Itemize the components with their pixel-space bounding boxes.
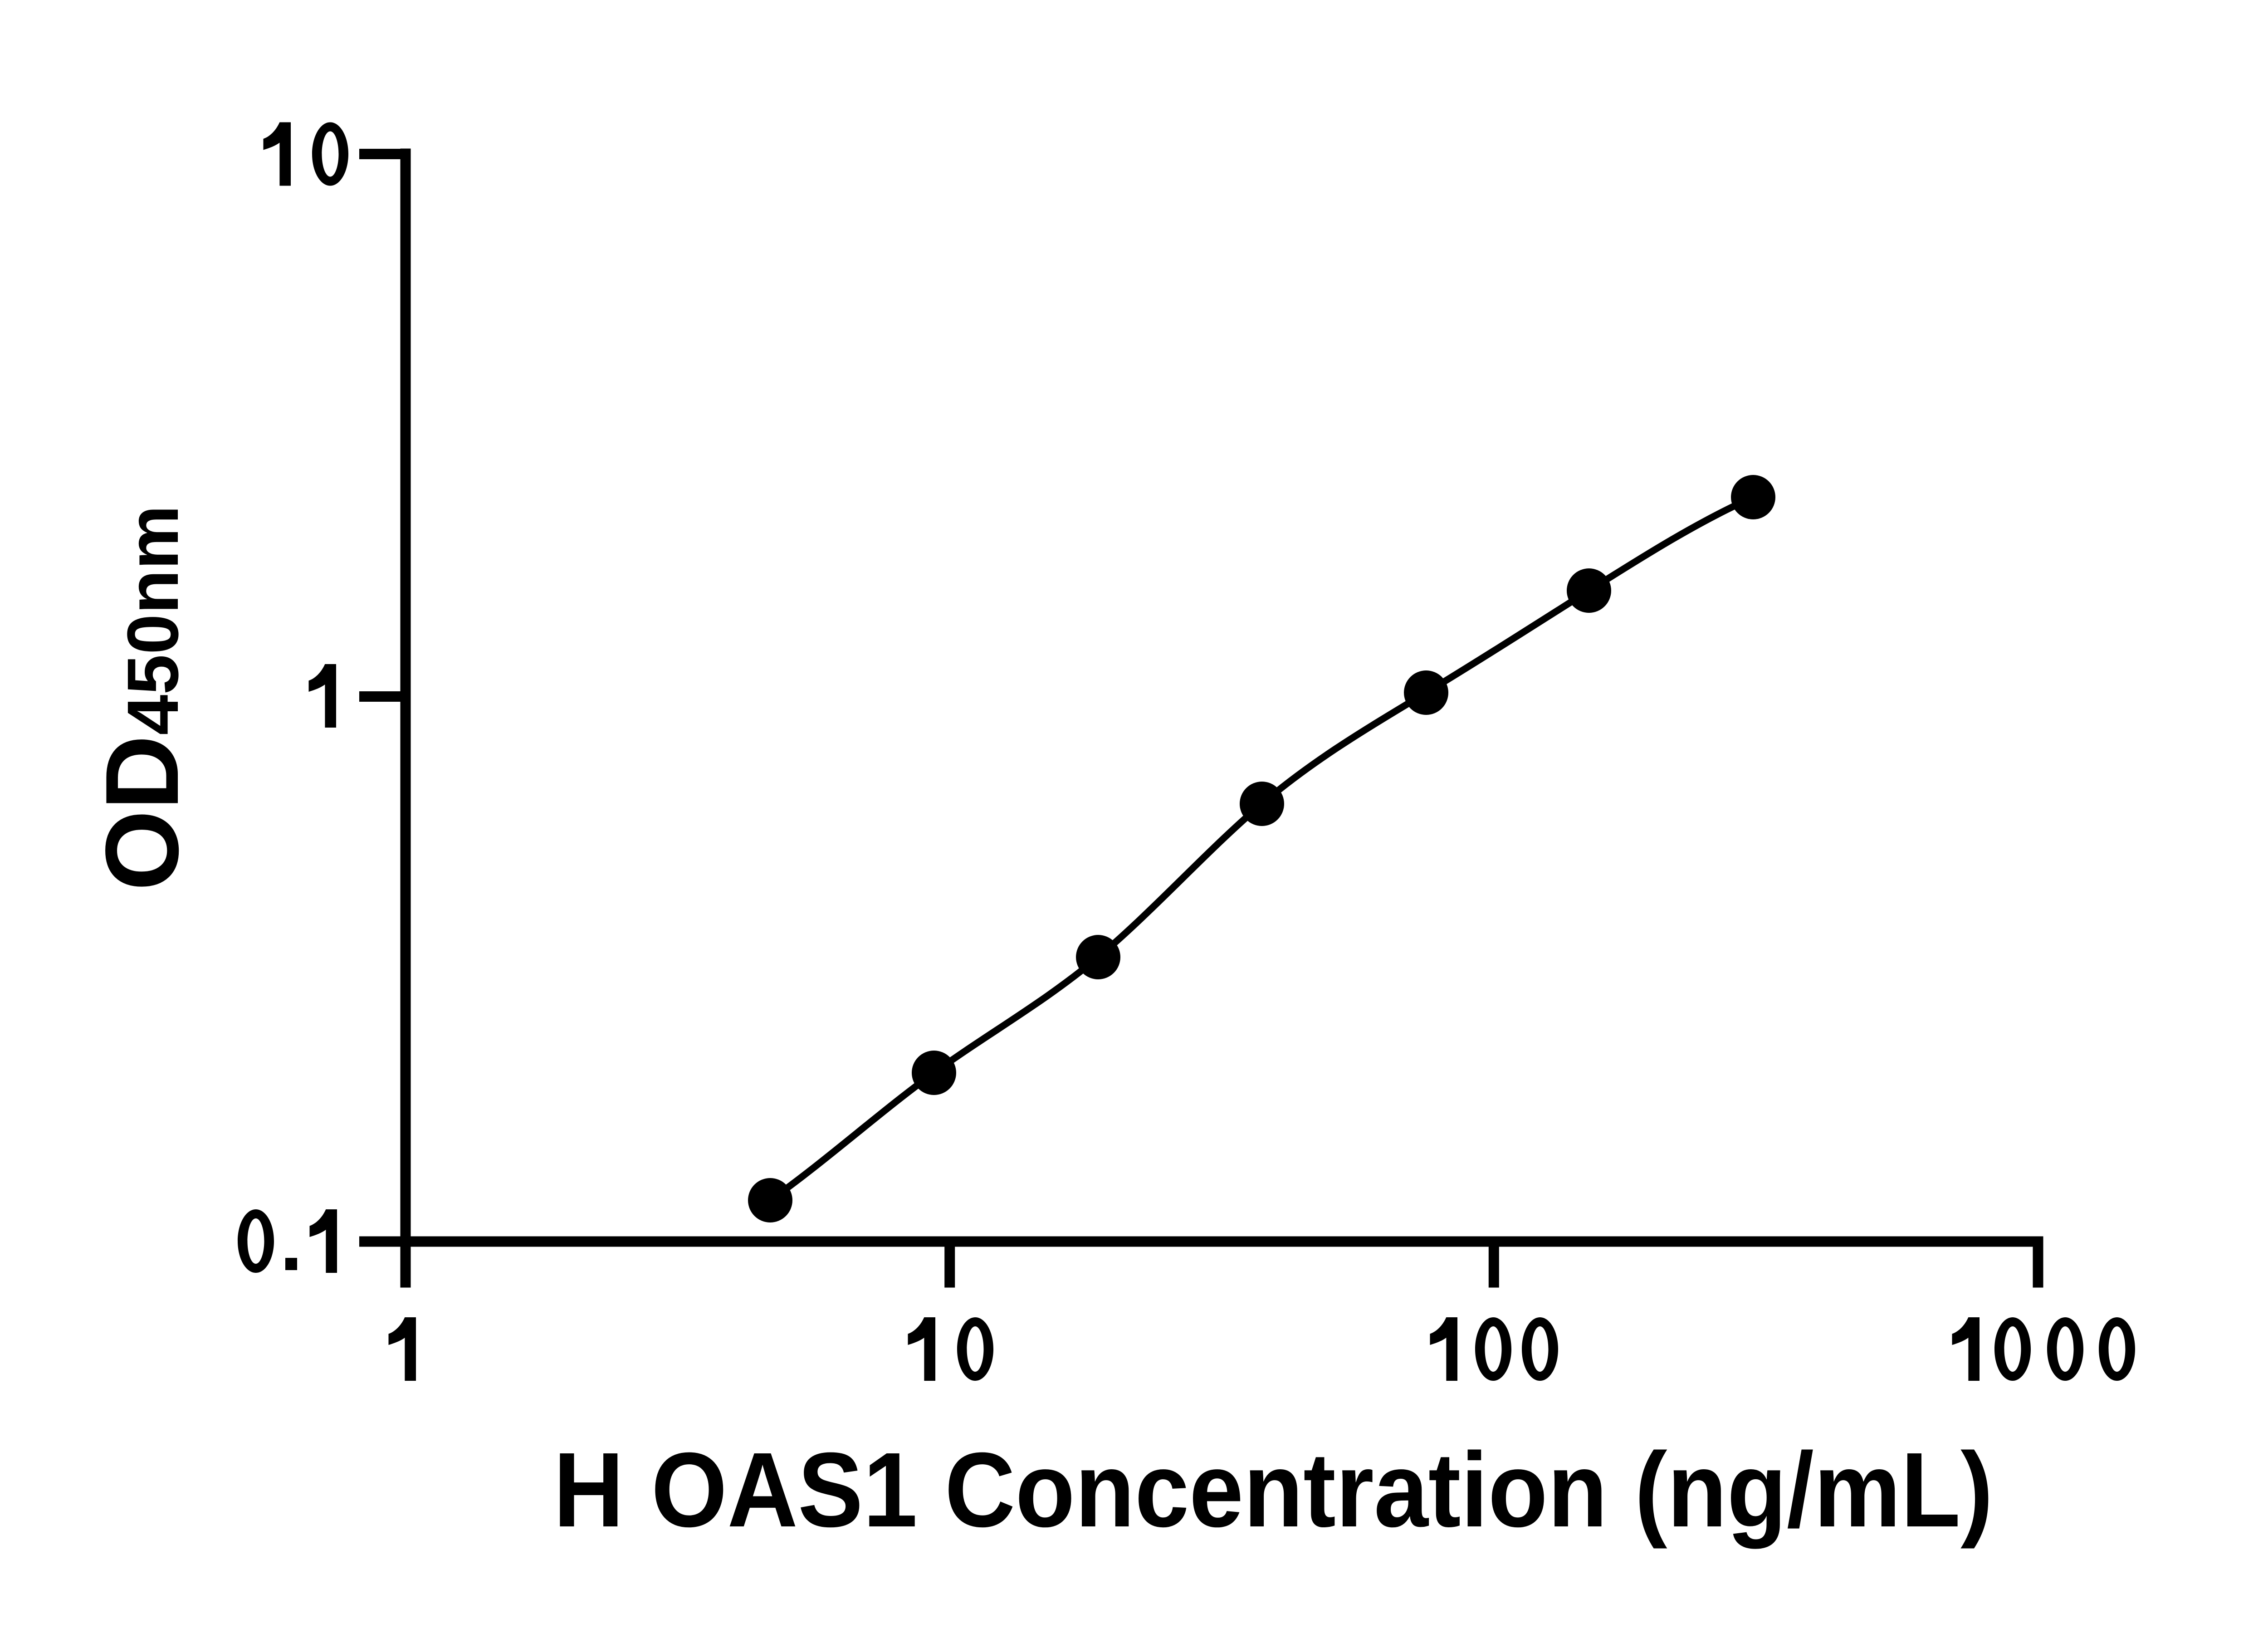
svg-text:H OAS1 Concentration (ng/mL): H OAS1 Concentration (ng/mL)	[553, 1430, 1993, 1549]
svg-text:OD450nm: OD450nm	[84, 505, 200, 891]
